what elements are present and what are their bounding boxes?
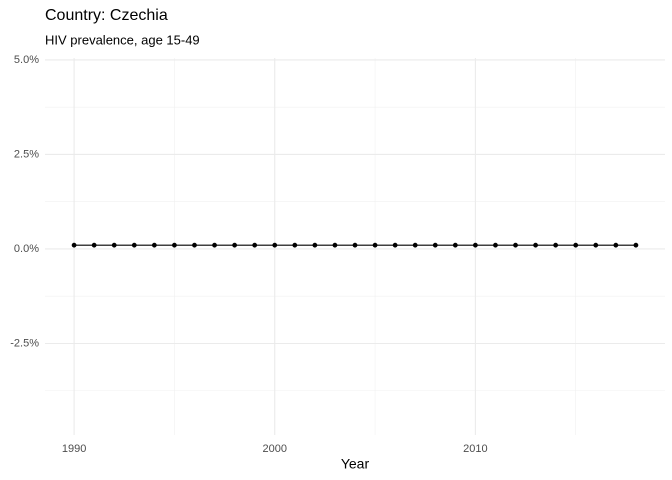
point xyxy=(533,242,538,248)
point xyxy=(91,242,97,248)
point xyxy=(292,242,298,248)
point xyxy=(513,242,518,248)
point xyxy=(151,242,157,248)
y-tick-label: 5.0% xyxy=(14,54,39,66)
point xyxy=(452,242,458,248)
y-tick-label: 2.5% xyxy=(14,148,39,160)
point xyxy=(392,242,398,248)
point xyxy=(593,242,599,248)
point xyxy=(412,242,418,248)
point xyxy=(111,242,117,248)
point xyxy=(432,242,438,248)
point xyxy=(172,242,177,248)
point xyxy=(212,242,217,248)
point xyxy=(372,242,378,248)
point xyxy=(493,242,498,248)
y-tick-label: 0.0% xyxy=(14,243,39,255)
point xyxy=(352,242,358,248)
x-tick-label: 1990 xyxy=(62,443,86,455)
point xyxy=(573,242,579,248)
chart-subtitle: HIV prevalence, age 15-49 xyxy=(45,32,200,47)
x-axis-label: Year xyxy=(341,456,370,472)
x-tick-label: 2000 xyxy=(262,443,286,455)
point xyxy=(633,242,639,248)
point xyxy=(553,242,559,248)
point xyxy=(192,242,197,248)
point xyxy=(312,242,318,248)
y-tick-label: -2.5% xyxy=(10,337,39,349)
point xyxy=(613,242,619,248)
point xyxy=(252,242,258,248)
point xyxy=(332,242,338,248)
point xyxy=(472,242,478,248)
point xyxy=(232,242,238,248)
x-tick-label: 2010 xyxy=(463,443,487,455)
chart-title: Country: Czechia xyxy=(45,7,168,24)
point xyxy=(272,242,278,248)
point xyxy=(131,242,137,248)
point xyxy=(71,242,77,248)
